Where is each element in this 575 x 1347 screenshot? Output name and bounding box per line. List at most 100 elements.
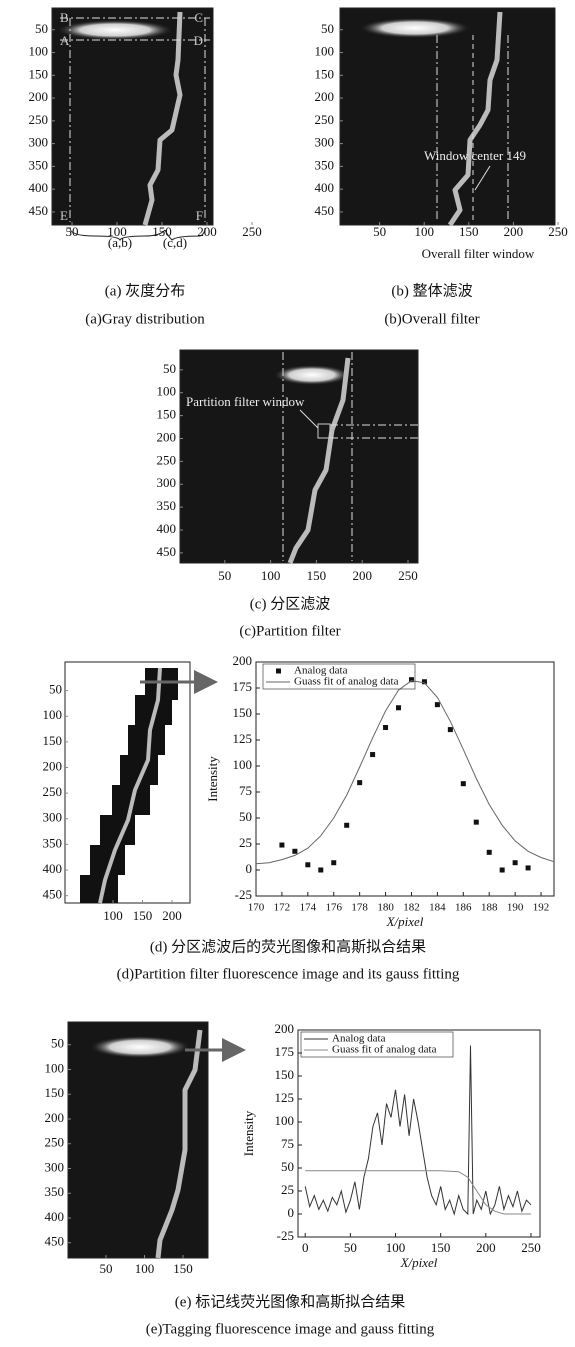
y-tick-label: 25 bbox=[281, 1182, 294, 1197]
tagging-line bbox=[98, 667, 162, 904]
x-tick-label: 172 bbox=[274, 902, 291, 914]
y-tick-label: 300 bbox=[29, 135, 49, 150]
x-tick-label: 200 bbox=[162, 908, 182, 923]
caption: (d) 分区滤波后的荧光图像和高斯拟合结果 bbox=[150, 938, 426, 955]
annotation: D bbox=[194, 33, 203, 48]
y-tick-label: 50 bbox=[321, 21, 334, 36]
x-tick-label: 190 bbox=[507, 902, 524, 914]
caption: (a) 灰度分布 bbox=[105, 282, 185, 299]
data-point bbox=[344, 822, 350, 828]
y-tick-label: 175 bbox=[275, 1044, 295, 1059]
x-tick-label: 150 bbox=[459, 224, 479, 239]
y-tick-label: 350 bbox=[45, 1184, 65, 1199]
y-tick-label: 300 bbox=[43, 810, 63, 825]
plot-frame bbox=[297, 1029, 541, 1238]
tagging-line bbox=[142, 11, 183, 226]
data-point bbox=[512, 860, 518, 866]
y-tick-label: 350 bbox=[43, 835, 63, 850]
annotation: A bbox=[60, 33, 70, 48]
data-point bbox=[525, 865, 531, 871]
emission-spot bbox=[274, 365, 350, 385]
y-tick-label: 100 bbox=[157, 384, 177, 399]
y-tick-label: 200 bbox=[43, 758, 63, 773]
y-tick-label: 400 bbox=[29, 180, 49, 195]
x-tick-label: 150 bbox=[152, 224, 172, 239]
y-tick-label: 200 bbox=[29, 89, 49, 104]
caption: (e) 标记线荧光图像和高斯拟合结果 bbox=[175, 1293, 405, 1310]
tagging-line bbox=[287, 357, 351, 564]
y-tick-label: 450 bbox=[45, 1234, 65, 1249]
x-tick-label: 192 bbox=[533, 902, 550, 914]
data-point bbox=[331, 860, 337, 866]
y-tick-label: 100 bbox=[43, 707, 63, 722]
data-point bbox=[292, 848, 298, 854]
annotation: E bbox=[60, 208, 68, 223]
data-point bbox=[486, 849, 492, 855]
tagging-line bbox=[447, 11, 503, 227]
y-tick-label: 100 bbox=[45, 1060, 65, 1075]
x-tick-label: 250 bbox=[548, 224, 568, 239]
y-tick-label: 450 bbox=[29, 203, 49, 218]
annotation: (c,d) bbox=[163, 235, 187, 250]
y-tick-label: 350 bbox=[29, 157, 49, 172]
y-tick-label: 50 bbox=[51, 1036, 64, 1051]
x-tick-label: 100 bbox=[135, 1261, 155, 1276]
brace bbox=[69, 227, 166, 242]
data-point bbox=[460, 781, 466, 787]
y-tick-label: 200 bbox=[157, 429, 177, 444]
y-tick-label: 450 bbox=[43, 887, 63, 902]
y-tick-label: 150 bbox=[157, 407, 177, 422]
caption: (c) 分区滤波 bbox=[250, 595, 330, 612]
data-line bbox=[255, 680, 555, 865]
y-tick-label: 175 bbox=[233, 679, 253, 694]
data-point bbox=[370, 752, 376, 758]
y-tick-label: 300 bbox=[45, 1159, 65, 1174]
y-tick-label: 125 bbox=[233, 731, 253, 746]
fluorescence-image bbox=[339, 7, 556, 226]
x-tick-label: 50 bbox=[218, 568, 231, 583]
data-point bbox=[421, 679, 427, 685]
y-tick-label: 250 bbox=[315, 112, 335, 127]
y-tick-label: 50 bbox=[281, 1159, 294, 1174]
emission-spot bbox=[90, 1036, 190, 1058]
y-tick-label: 0 bbox=[246, 861, 253, 876]
y-tick-label: -25 bbox=[235, 887, 252, 902]
y-tick-label: 350 bbox=[157, 498, 177, 513]
x-tick-label: 250 bbox=[521, 1240, 541, 1255]
data-point bbox=[434, 702, 440, 708]
plot-frame bbox=[255, 661, 555, 897]
annotation: B bbox=[60, 10, 69, 25]
y-tick-label: 300 bbox=[315, 135, 335, 150]
data-point bbox=[357, 780, 363, 786]
y-tick-label: 150 bbox=[233, 705, 253, 720]
annotation: Window center 149 bbox=[424, 148, 526, 163]
legend-label: Guass fit of analog data bbox=[332, 1044, 437, 1056]
y-tick-label: 250 bbox=[45, 1135, 65, 1150]
x-tick-label: 50 bbox=[100, 1261, 113, 1276]
x-tick-label: 100 bbox=[414, 224, 434, 239]
y-tick-label: 50 bbox=[239, 809, 252, 824]
y-tick-label: 100 bbox=[315, 44, 335, 59]
y-tick-label: 100 bbox=[275, 1113, 295, 1128]
annotation: F bbox=[196, 208, 203, 223]
caption: (a)Gray distribution bbox=[85, 311, 205, 327]
x-tick-label: 186 bbox=[455, 902, 472, 914]
leader bbox=[474, 165, 491, 191]
x-tick-label: 250 bbox=[242, 224, 262, 239]
legend-label: Analog data bbox=[332, 1033, 386, 1045]
x-tick-label: 200 bbox=[504, 224, 524, 239]
data-point bbox=[396, 705, 402, 711]
y-tick-label: -25 bbox=[277, 1228, 294, 1243]
y-tick-label: 250 bbox=[157, 452, 177, 467]
x-tick-label: 200 bbox=[476, 1240, 496, 1255]
x-tick-label: 50 bbox=[344, 1240, 357, 1255]
y-tick-label: 50 bbox=[35, 21, 48, 36]
y-tick-label: 300 bbox=[157, 475, 177, 490]
emission-spot bbox=[360, 18, 470, 38]
x-tick-label: 50 bbox=[66, 224, 79, 239]
y-tick-label: 250 bbox=[43, 784, 63, 799]
partition-box bbox=[317, 423, 331, 439]
data-line bbox=[304, 1045, 532, 1216]
caption: (b) 整体滤波 bbox=[391, 282, 472, 299]
